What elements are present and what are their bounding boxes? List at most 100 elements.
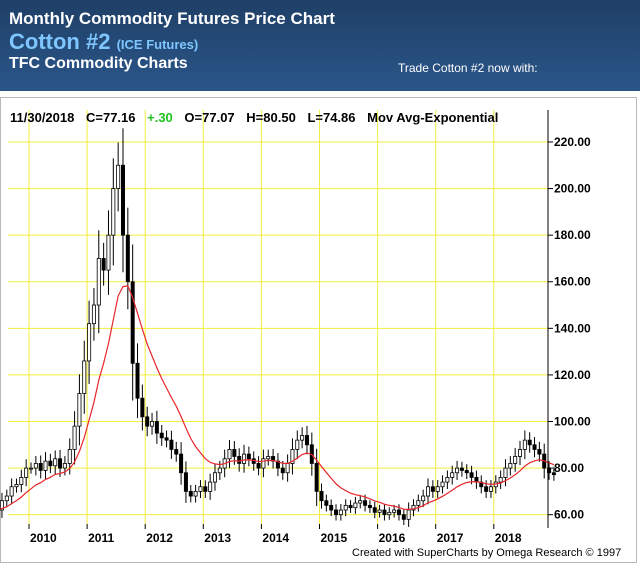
- candle-body: [396, 509, 401, 516]
- candle-body: [135, 362, 140, 399]
- candle-body: [0, 500, 4, 511]
- quote-date: 11/30/2018: [10, 110, 74, 125]
- candle-body: [111, 188, 116, 236]
- candle-body: [53, 458, 58, 467]
- candle-body: [87, 323, 92, 362]
- candle-body: [217, 467, 222, 474]
- quote-open: O=77.07: [184, 110, 234, 125]
- candle-body: [232, 449, 237, 457]
- candle-body: [508, 463, 513, 469]
- y-tick-label: 200.00: [554, 182, 591, 196]
- candle-body: [198, 486, 203, 492]
- trade-link[interactable]: Trade Cotton #2 now with:: [398, 61, 538, 75]
- y-tick-label: 160.00: [554, 275, 591, 289]
- candle-body: [24, 467, 29, 478]
- candle-body: [242, 453, 247, 464]
- candle-body: [459, 467, 464, 471]
- site-subtitle: TFC Commodity Charts: [9, 55, 188, 72]
- quote-high: H=80.50: [246, 110, 296, 125]
- candle-body: [401, 514, 406, 520]
- candle-body: [382, 509, 387, 516]
- page-title: Monthly Commodity Futures Price Chart: [9, 9, 335, 28]
- candle-body: [392, 509, 397, 513]
- candle-body: [329, 504, 334, 511]
- candle-body: [314, 463, 319, 492]
- y-tick-label: 80.00: [554, 461, 584, 475]
- candle-body: [212, 472, 217, 483]
- candle-body: [125, 234, 130, 283]
- x-tick-label: 2016: [379, 531, 406, 545]
- candle-body: [58, 458, 63, 469]
- candle-body: [120, 164, 125, 236]
- candlestick-series: [0, 128, 556, 527]
- candle-body: [426, 486, 431, 497]
- y-tick-label: 60.00: [554, 508, 584, 522]
- candle-body: [445, 477, 450, 483]
- candle-body: [324, 500, 329, 506]
- y-tick-label: 100.00: [554, 415, 591, 429]
- candle-body: [455, 467, 460, 474]
- x-axis-ticks: 2010 2011 2012 2013 2014 2015 2016 2017 2018: [28, 524, 522, 545]
- candle-body: [96, 258, 101, 306]
- candle-body: [363, 500, 368, 506]
- quote-close: C=77.16: [86, 110, 136, 125]
- candle-body: [261, 458, 266, 469]
- y-tick-label: 220.00: [554, 135, 591, 149]
- candle-body: [62, 463, 67, 469]
- candle-body: [348, 504, 353, 509]
- candle-body: [256, 463, 261, 469]
- y-axis-ticks: 60.00 80.00 100.00 120.00 140.00 160.00 180.00…: [548, 135, 591, 522]
- candle-body: [435, 486, 440, 492]
- candle-body: [430, 486, 435, 492]
- y-tick-label: 120.00: [554, 368, 591, 382]
- exchange-label: (ICE Futures): [116, 37, 199, 52]
- candle-body: [285, 463, 290, 474]
- candle-body: [421, 495, 426, 502]
- candle-body: [484, 486, 489, 492]
- candle-body: [19, 477, 24, 485]
- x-tick-label: 2010: [30, 531, 57, 545]
- candle-body: [488, 486, 493, 492]
- candle-body: [72, 425, 77, 450]
- candle-body: [532, 444, 537, 450]
- candle-body: [537, 449, 542, 455]
- candle-body: [527, 439, 532, 446]
- candle-body: [174, 449, 179, 455]
- candle-body: [518, 449, 523, 457]
- chart-credit: Created with SuperCharts by Omega Resear…: [352, 547, 621, 559]
- candle-body: [440, 481, 445, 488]
- candle-body: [513, 456, 518, 464]
- candle-body: [208, 481, 213, 492]
- candle-body: [304, 435, 309, 446]
- candle-body: [343, 504, 348, 511]
- candle-body: [164, 437, 169, 441]
- candle-body: [154, 421, 159, 434]
- candle-body: [372, 507, 377, 513]
- candle-body: [227, 449, 232, 460]
- candle-body: [38, 463, 43, 471]
- page-header: Monthly Commodity Futures Price Chart Co…: [0, 0, 640, 91]
- candle-body: [14, 483, 19, 488]
- candle-body: [179, 453, 184, 474]
- candle-body: [498, 477, 503, 483]
- x-tick-label: 2013: [204, 531, 231, 545]
- candle-body: [203, 486, 208, 492]
- candle-body: [334, 509, 339, 516]
- x-tick-label: 2018: [495, 531, 522, 545]
- x-tick-label: 2011: [88, 531, 114, 545]
- candle-body: [140, 397, 145, 418]
- candle-body: [67, 449, 72, 464]
- candle-body: [159, 432, 164, 439]
- chart-grid: [8, 110, 548, 524]
- candle-body: [101, 258, 106, 271]
- candle-body: [82, 360, 87, 394]
- quote-legend: 11/30/2018 C=77.16 +.30 O=77.07 H=80.50 …: [10, 110, 498, 125]
- candle-body: [183, 472, 188, 492]
- candle-body: [411, 504, 416, 511]
- candle-body: [91, 304, 96, 325]
- candle-body: [106, 234, 111, 271]
- candle-body: [4, 495, 9, 502]
- candle-body: [469, 472, 474, 478]
- candle-body: [237, 456, 242, 464]
- candle-body: [77, 393, 82, 427]
